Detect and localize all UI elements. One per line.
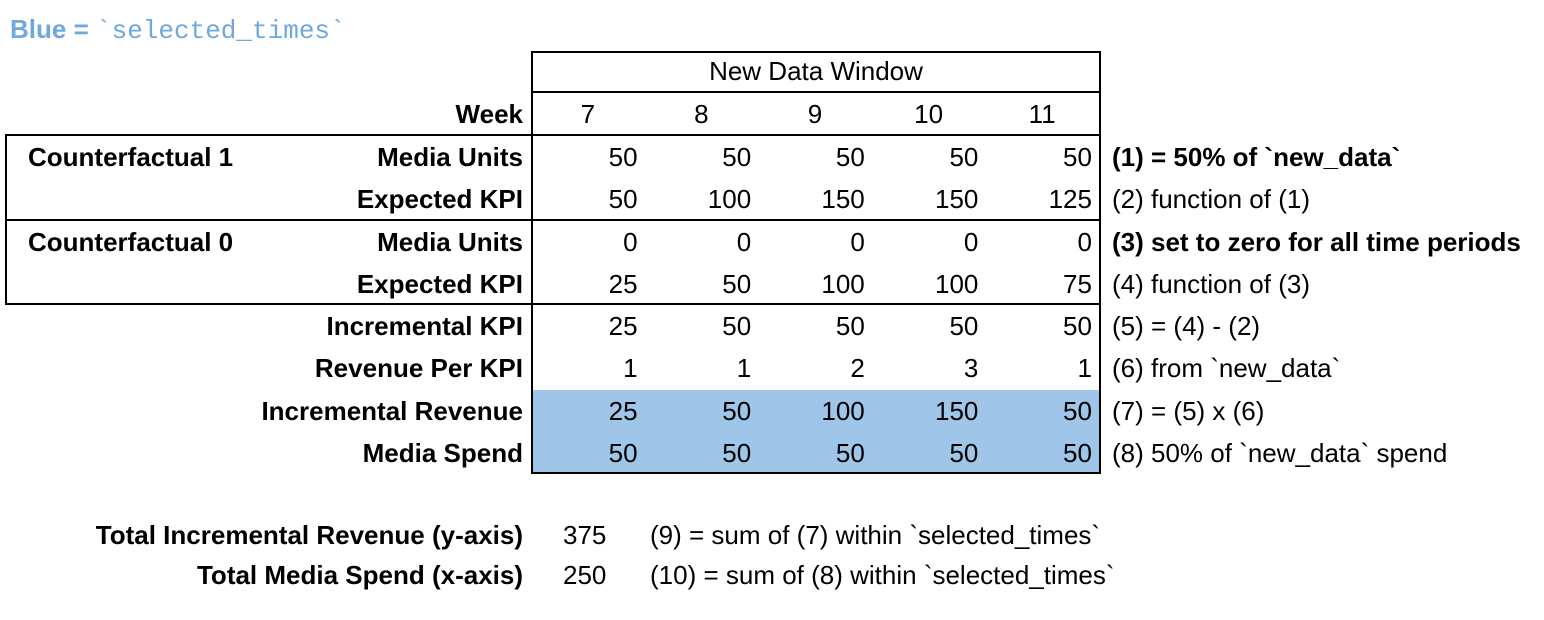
data-cell: 150 xyxy=(934,184,979,215)
table-row-expected-kpi-cf0: Expected KPI 25 50 100 100 75 (4) functi… xyxy=(5,263,1544,305)
row-label: Revenue Per KPI xyxy=(314,353,523,384)
data-cell: 100 xyxy=(707,184,752,215)
data-cell: 50 xyxy=(722,311,752,341)
data-cell: 25 xyxy=(608,311,638,341)
week-row: Week 7 8 9 10 11 xyxy=(5,93,1544,136)
data-cell: 50 xyxy=(722,268,752,299)
table-row-incremental-kpi: Incremental KPI 25 50 50 50 50 (5) = (4)… xyxy=(5,305,1544,347)
data-cell: 50 xyxy=(835,437,865,468)
table-row-expected-kpi-cf1: Expected KPI 50 100 150 150 125 (2) func… xyxy=(5,178,1544,220)
data-cell: 100 xyxy=(821,268,865,299)
data-cell: 50 xyxy=(949,142,979,172)
total-note: (10) = sum of (8) within `selected_times… xyxy=(650,560,1115,590)
row-note: (8) 50% of `new_data` spend xyxy=(1112,437,1448,468)
row-note: (7) = (5) x (6) xyxy=(1112,395,1265,426)
legend-caption-label: Blue = xyxy=(10,14,96,44)
data-cell: 25 xyxy=(608,268,638,299)
total-media-spend-row: Total Media Spend (x-axis) 250 (10) = su… xyxy=(5,554,1535,596)
data-cell: 0 xyxy=(963,226,979,257)
data-cell: 1 xyxy=(736,353,752,384)
data-cell: 1 xyxy=(1077,353,1092,384)
counterfactual-1-label: Counterfactual 1 xyxy=(28,142,234,172)
table-row-media-units-cf0: Counterfactual 0 Media Units 0 0 0 0 0 (… xyxy=(5,221,1544,263)
legend-caption: Blue = `selected_times` xyxy=(10,14,346,46)
row-label: Media Spend xyxy=(362,437,523,468)
data-cell: 50 xyxy=(608,142,638,172)
data-cell: 50 xyxy=(1063,142,1092,172)
week-cell: 9 xyxy=(807,99,823,129)
total-label: Total Media Spend (x-axis) xyxy=(196,560,523,590)
row-note: (3) set to zero for all time periods xyxy=(1112,226,1521,257)
data-cell: 0 xyxy=(623,226,638,257)
row-note: (2) function of (1) xyxy=(1112,184,1310,215)
data-cell: 50 xyxy=(1063,437,1092,468)
data-cell: 50 xyxy=(1063,311,1092,341)
data-cell: 50 xyxy=(722,395,752,426)
row-label: Expected KPI xyxy=(356,268,523,299)
data-cell: 50 xyxy=(608,184,638,215)
row-label: Media Units xyxy=(377,226,523,257)
data-cell: 50 xyxy=(949,437,979,468)
data-cell: 100 xyxy=(821,395,865,426)
week-cell: 7 xyxy=(580,99,596,129)
table-row-media-spend: Media Spend 50 50 50 50 50 (8) 50% of `n… xyxy=(5,431,1544,474)
counterfactual-0-label: Counterfactual 0 xyxy=(28,226,234,257)
data-cell: 0 xyxy=(1077,226,1092,257)
row-note: (4) function of (3) xyxy=(1112,268,1310,299)
total-incremental-revenue-row: Total Incremental Revenue (y-axis) 375 (… xyxy=(5,514,1535,556)
table-row-revenue-per-kpi: Revenue Per KPI 1 1 2 3 1 (6) from `new_… xyxy=(5,347,1544,389)
legend-caption-code: `selected_times` xyxy=(95,16,346,46)
row-note: (6) from `new_data` xyxy=(1112,353,1341,384)
data-cell: 50 xyxy=(835,142,865,172)
data-cell: 0 xyxy=(736,226,752,257)
data-cell: 50 xyxy=(608,437,638,468)
total-value: 375 xyxy=(563,520,607,550)
data-cell: 25 xyxy=(608,395,638,426)
data-cell: 50 xyxy=(722,142,752,172)
table-body: Counterfactual 1 Media Units 50 50 50 50… xyxy=(5,136,1544,474)
highlighted-cells-incremental-revenue: 25 50 100 150 50 xyxy=(531,389,1099,432)
data-cell: 1 xyxy=(623,353,638,384)
data-cell: 50 xyxy=(949,311,979,341)
row-label: Media Units xyxy=(377,142,523,172)
new-data-window-header: New Data Window xyxy=(709,56,923,86)
data-cell: 2 xyxy=(850,353,865,384)
data-cell: 0 xyxy=(850,226,865,257)
row-note: (1) = 50% of `new_data` xyxy=(1112,142,1401,172)
data-cell: 125 xyxy=(1048,184,1092,215)
data-cell: 3 xyxy=(963,353,979,384)
highlighted-cells-media-spend: 50 50 50 50 50 xyxy=(531,431,1099,474)
data-cell: 50 xyxy=(835,311,865,341)
row-label: Incremental KPI xyxy=(326,311,523,341)
week-cell: 8 xyxy=(694,99,709,129)
data-cell: 50 xyxy=(1063,395,1092,426)
table-row-media-units-cf1: Counterfactual 1 Media Units 50 50 50 50… xyxy=(5,136,1544,178)
data-cell: 150 xyxy=(934,395,979,426)
data-cell: 50 xyxy=(722,437,752,468)
week-cell: 10 xyxy=(914,99,944,129)
row-label: Expected KPI xyxy=(356,184,523,215)
data-cell: 75 xyxy=(1063,268,1092,299)
week-cell: 11 xyxy=(1028,99,1056,129)
data-cell: 150 xyxy=(821,184,865,215)
row-label: Incremental Revenue xyxy=(261,395,523,426)
total-label: Total Incremental Revenue (y-axis) xyxy=(95,520,523,550)
week-label: Week xyxy=(455,99,523,129)
data-cell: 100 xyxy=(934,268,979,299)
total-value: 250 xyxy=(563,560,607,590)
table-row-incremental-revenue: Incremental Revenue 25 50 100 150 50 (7)… xyxy=(5,389,1544,432)
total-note: (9) = sum of (7) within `selected_times` xyxy=(650,520,1101,550)
row-note: (5) = (4) - (2) xyxy=(1112,311,1261,341)
